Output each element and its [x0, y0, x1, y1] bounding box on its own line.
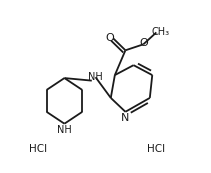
Text: CH₃: CH₃	[151, 27, 170, 37]
Text: HCl: HCl	[28, 144, 47, 154]
Text: NH: NH	[88, 72, 103, 82]
Text: NH: NH	[57, 125, 72, 135]
Text: O: O	[106, 33, 115, 43]
Text: O: O	[139, 38, 148, 48]
Text: HCl: HCl	[147, 144, 165, 154]
Text: N: N	[120, 113, 129, 123]
